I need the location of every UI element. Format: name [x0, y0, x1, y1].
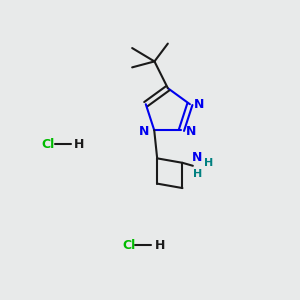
Text: H: H — [154, 238, 165, 252]
Text: H: H — [204, 158, 213, 168]
Text: N: N — [194, 98, 205, 111]
Text: Cl: Cl — [122, 238, 135, 252]
Text: H: H — [193, 169, 202, 179]
Text: N: N — [186, 125, 196, 138]
Text: H: H — [74, 138, 85, 151]
Text: Cl: Cl — [42, 138, 55, 151]
Text: N: N — [140, 125, 150, 138]
Text: N: N — [192, 151, 202, 164]
